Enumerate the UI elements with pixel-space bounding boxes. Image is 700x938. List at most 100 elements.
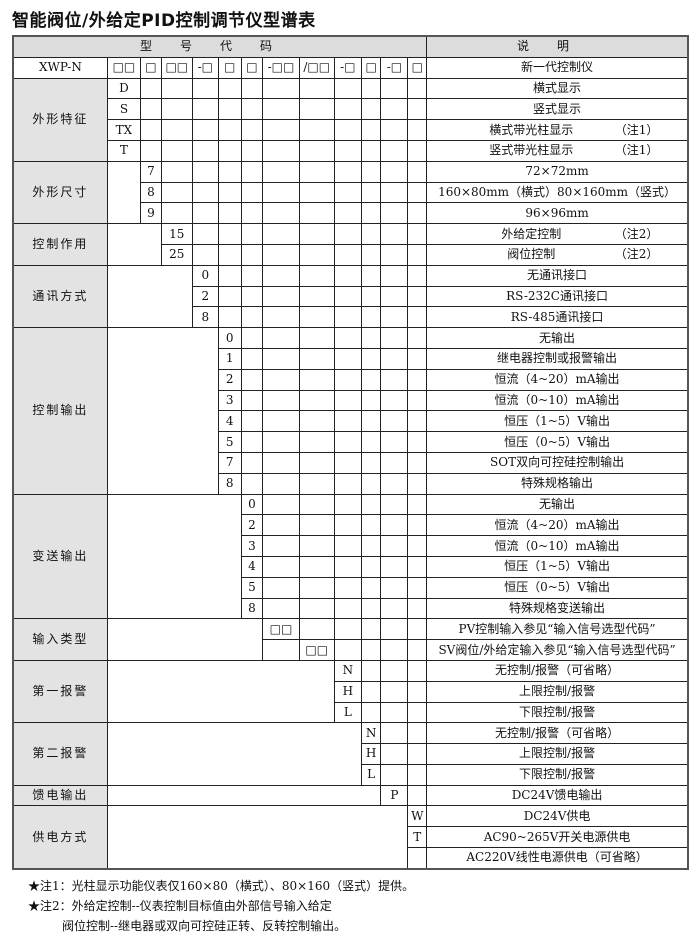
description-text: 竖式显示 — [533, 101, 582, 116]
empty-cell — [298, 555, 335, 578]
table-row: 5 恒压（0~5）V输出 — [13, 431, 689, 453]
empty-cell — [333, 202, 362, 225]
empty-cell — [262, 472, 300, 495]
group-label: 控制输出 — [12, 327, 108, 495]
description-cell: 特殊规格输出 — [426, 472, 689, 495]
description-cell: DC24V供电 — [426, 805, 689, 828]
description-text: 恒流（0~10）mA输出 — [494, 538, 620, 553]
empty-cell — [160, 202, 193, 225]
empty-cell — [360, 223, 382, 245]
empty-cell — [240, 472, 264, 495]
empty-cell — [380, 493, 409, 516]
empty-cell — [298, 243, 335, 266]
description-text: 72×72mm — [525, 164, 589, 179]
description-text: 恒压（1~5）V输出 — [504, 559, 611, 574]
empty-cell — [298, 223, 335, 245]
empty-cell — [407, 347, 428, 370]
empty-cell — [407, 368, 428, 391]
empty-cell — [360, 680, 382, 703]
description-text: 恒压（0~5）V输出 — [504, 434, 611, 449]
empty-cell — [380, 576, 409, 599]
description-cell: 下限控制/报警 — [426, 763, 689, 786]
group-label: 第一报警 — [12, 659, 108, 724]
model-code-slot: -□ — [380, 56, 409, 79]
empty-cell — [262, 98, 300, 121]
option-code: 1 — [217, 347, 242, 370]
empty-cell — [360, 701, 382, 724]
empty-cell — [407, 77, 428, 100]
description-text: SOT双向可控硅控制输出 — [490, 455, 625, 470]
empty-cell — [360, 410, 382, 433]
description-text: 上限控制/报警 — [519, 746, 596, 761]
empty-cell — [333, 389, 362, 412]
empty-cell — [217, 202, 242, 225]
empty-cell — [333, 555, 362, 578]
empty-cell — [191, 181, 219, 204]
option-code: W — [407, 805, 428, 828]
empty-cell — [407, 680, 428, 703]
empty-cell — [191, 160, 219, 183]
empty-cell — [407, 743, 428, 765]
empty-cell — [407, 597, 428, 620]
empty-cell — [262, 77, 300, 100]
description-cell: RS-485通讯接口 — [426, 306, 689, 329]
option-code: N — [333, 659, 362, 682]
empty-cell — [240, 410, 264, 433]
empty-cell — [360, 368, 382, 391]
empty-cell — [333, 597, 362, 620]
empty-cell — [240, 327, 264, 349]
empty-cell — [140, 139, 162, 162]
table-row: 4 恒压（1~5）V输出 — [13, 410, 689, 433]
group-label: 通讯方式 — [12, 264, 108, 329]
group-label: 馈电输出 — [12, 784, 108, 807]
table-row: 2 恒流（4~20）mA输出 — [13, 514, 689, 537]
empty-cell — [380, 160, 409, 183]
empty-cell — [407, 639, 428, 661]
empty-cell — [262, 535, 300, 557]
empty-cell — [360, 472, 382, 495]
table-row: 外形特征 D 横式显示 — [12, 77, 689, 162]
table-row: 通讯方式 0 无通讯接口 — [12, 264, 689, 329]
empty-cell — [160, 160, 193, 183]
empty-cell — [298, 285, 335, 308]
empty-cell — [140, 77, 162, 100]
description-text: 96×96mm — [525, 205, 589, 220]
empty-cell — [380, 451, 409, 474]
empty-cell — [240, 160, 264, 183]
empty-cell — [360, 264, 382, 287]
empty-cell — [360, 659, 382, 682]
option-code: 8 — [217, 472, 242, 495]
note-reference: （注1） — [614, 143, 659, 158]
description-text: PV控制输入参见“输入信号选型代码” — [458, 621, 656, 636]
empty-cell — [160, 98, 193, 121]
model-code-slot: □□ — [106, 56, 142, 79]
description-cell: SOT双向可控硅控制输出 — [426, 451, 689, 474]
description-text: 无控制/报警（可省略） — [495, 663, 620, 678]
option-code: 25 — [160, 243, 193, 266]
option-code: T — [407, 826, 428, 849]
description-cell: 恒压（0~5）V输出 — [426, 576, 689, 599]
empty-cell — [333, 576, 362, 599]
option-code: 4 — [217, 410, 242, 433]
empty-cell — [217, 306, 242, 329]
table-row: □□ SV阀位/外给定输入参见“输入信号选型代码” — [13, 639, 689, 661]
empty-cell — [380, 223, 409, 245]
empty-cell — [160, 77, 193, 100]
description-text: 160×80mm（横式）80×160mm（竖式） — [438, 184, 677, 199]
empty-cell — [217, 264, 242, 287]
option-code: 0 — [191, 264, 219, 287]
footnote-2: ★注2：外给定控制--仪表控制目标值由外部信号输入给定 — [28, 899, 332, 913]
empty-cell — [240, 451, 264, 474]
description-cell: 上限控制/报警 — [426, 743, 689, 765]
empty-cell — [262, 514, 300, 537]
blank-region — [106, 722, 362, 786]
note-reference: （注2） — [614, 226, 659, 241]
empty-cell — [262, 223, 300, 245]
empty-cell — [262, 493, 300, 516]
empty-cell — [380, 243, 409, 266]
empty-cell — [262, 368, 300, 391]
description-text: DC24V馈电输出 — [511, 788, 603, 803]
empty-cell — [217, 77, 242, 100]
option-code: 5 — [217, 431, 242, 453]
description-text: 上限控制/报警 — [519, 684, 596, 699]
